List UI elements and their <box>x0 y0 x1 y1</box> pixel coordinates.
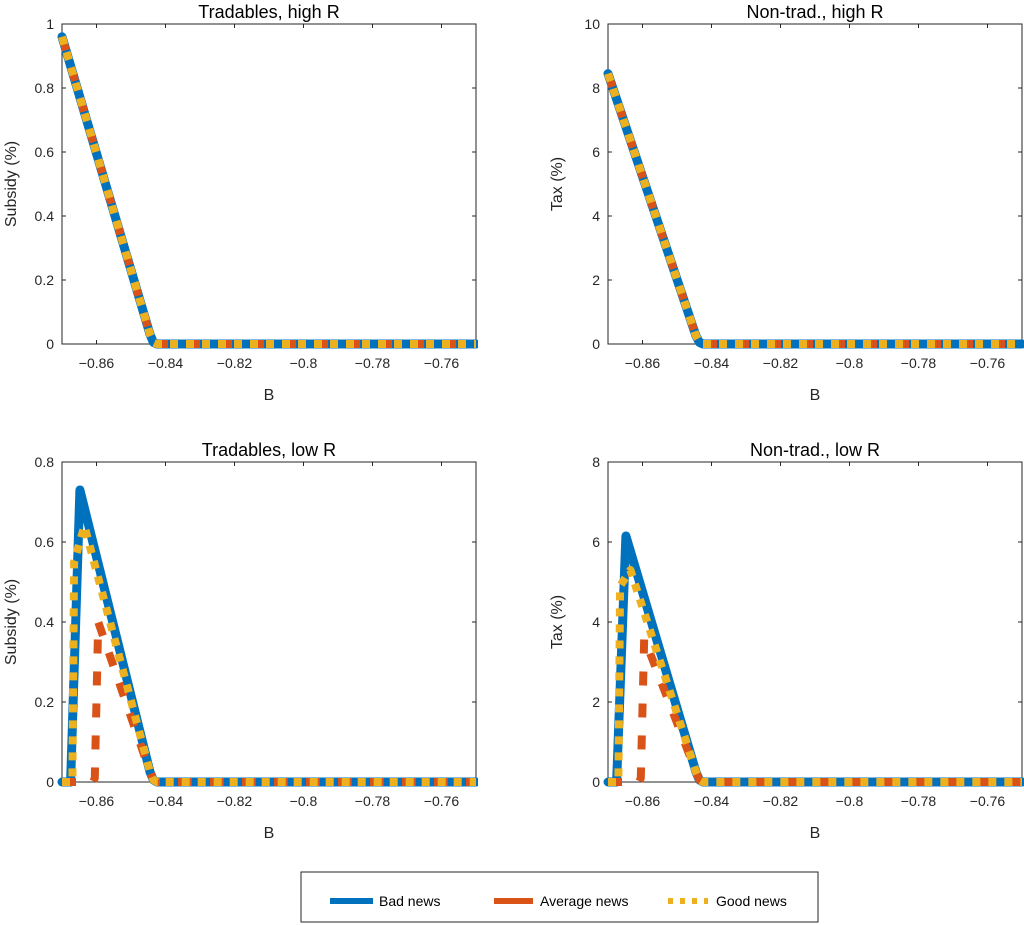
x-tick-label: −0.76 <box>424 793 460 809</box>
axes-box <box>607 23 1023 345</box>
x-tick-label: −0.84 <box>148 793 184 809</box>
chart-title: Non-trad., low R <box>750 440 880 460</box>
y-tick-label: 2 <box>592 272 600 288</box>
x-tick-label: −0.82 <box>217 793 253 809</box>
x-tick-label: −0.82 <box>763 793 799 809</box>
legend: Bad news Average news Good news <box>300 871 819 923</box>
series-group <box>57 32 478 349</box>
x-tick-label: −0.86 <box>79 793 115 809</box>
y-tick-label: 0.4 <box>35 208 55 224</box>
panel-nontrad-high-r: Non-trad., high R −0.86 −0.84 −0.82 −0.8 −0.7… <box>549 2 1024 404</box>
legend-label-good-news: Good news <box>716 893 787 909</box>
y-tick-label: 10 <box>584 16 600 32</box>
y-axis-label: Subsidy (%) <box>3 141 20 227</box>
y-tick-label: 4 <box>592 614 600 630</box>
x-tick-label: −0.86 <box>625 793 661 809</box>
x-tick-label: −0.82 <box>763 355 799 371</box>
x-tick-label: −0.8 <box>290 793 318 809</box>
y-tick-label: 0.6 <box>35 144 55 160</box>
y-tick-label: 8 <box>592 454 600 470</box>
x-tick-label: −0.78 <box>355 793 391 809</box>
series-group <box>603 69 1024 349</box>
legend-label-bad-news: Bad news <box>379 893 440 909</box>
y-tick-label: 2 <box>592 694 600 710</box>
legend-item-bad-news: Bad news <box>330 893 440 909</box>
panel-nontrad-low-r: Non-trad., low R −0.86 −0.84 −0.82 −0.8 −0.78… <box>549 440 1024 842</box>
y-tick-label: 4 <box>592 208 600 224</box>
x-tick-label: −0.76 <box>424 355 460 371</box>
legend-box <box>300 871 819 923</box>
x-tick-label: −0.78 <box>355 355 391 371</box>
series-line-good-news <box>62 522 476 786</box>
y-tick-label: 0.8 <box>35 454 55 470</box>
y-axis-label: Tax (%) <box>549 595 566 649</box>
y-tick-label: 0.2 <box>35 694 55 710</box>
x-axis-label: B <box>810 387 821 404</box>
x-tick-label: −0.84 <box>694 355 730 371</box>
chart-title: Tradables, high R <box>198 2 339 22</box>
series-line-average-news <box>58 35 476 348</box>
series-line-good-news <box>608 566 1022 786</box>
x-tick-label: −0.8 <box>290 355 318 371</box>
chart-title: Tradables, low R <box>202 440 336 460</box>
series-group <box>57 485 478 787</box>
axes-box <box>607 461 1023 783</box>
y-tick-label: 0 <box>592 774 600 790</box>
y-tick-label: 0.8 <box>35 80 55 96</box>
x-tick-label: −0.8 <box>836 355 864 371</box>
y-axis-label: Tax (%) <box>549 157 566 211</box>
y-tick-label: 0 <box>46 336 54 352</box>
x-tick-label: −0.86 <box>625 355 661 371</box>
y-tick-label: 0.2 <box>35 272 55 288</box>
legend-item-average-news: Average news <box>494 893 628 909</box>
y-tick-label: 0 <box>46 774 54 790</box>
panel-tradables-high-r: Tradables, high R −0.86 −0.84 −0.82 −0.8 −0.7… <box>3 2 478 404</box>
x-tick-label: −0.78 <box>901 355 937 371</box>
legend-item-good-news: Good news <box>668 893 787 909</box>
x-axis-label: B <box>264 387 275 404</box>
x-tick-label: −0.76 <box>970 793 1006 809</box>
x-tick-label: −0.84 <box>148 355 184 371</box>
y-tick-label: 0.6 <box>35 534 55 550</box>
y-tick-label: 0 <box>592 336 600 352</box>
y-tick-label: 0.4 <box>35 614 55 630</box>
y-axis-label: Subsidy (%) <box>3 579 20 665</box>
series-group <box>603 531 1024 787</box>
x-axis-label: B <box>810 825 821 842</box>
legend-label-average-news: Average news <box>540 893 628 909</box>
x-axis-label: B <box>264 825 275 842</box>
x-tick-label: −0.84 <box>694 793 730 809</box>
y-tick-label: 1 <box>46 16 54 32</box>
x-tick-label: −0.8 <box>836 793 864 809</box>
series-line-average-news <box>604 72 1022 348</box>
y-tick-label: 6 <box>592 144 600 160</box>
chart-title: Non-trad., high R <box>746 2 883 22</box>
x-tick-label: −0.76 <box>970 355 1006 371</box>
x-tick-label: −0.86 <box>79 355 115 371</box>
panel-tradables-low-r: Tradables, low R −0.86 −0.84 −0.82 −0.8 −0.78… <box>3 440 478 842</box>
y-tick-label: 6 <box>592 534 600 550</box>
y-tick-label: 8 <box>592 80 600 96</box>
axes-box <box>61 461 477 783</box>
x-tick-label: −0.82 <box>217 355 253 371</box>
axes-box <box>61 23 477 345</box>
x-tick-label: −0.78 <box>901 793 937 809</box>
